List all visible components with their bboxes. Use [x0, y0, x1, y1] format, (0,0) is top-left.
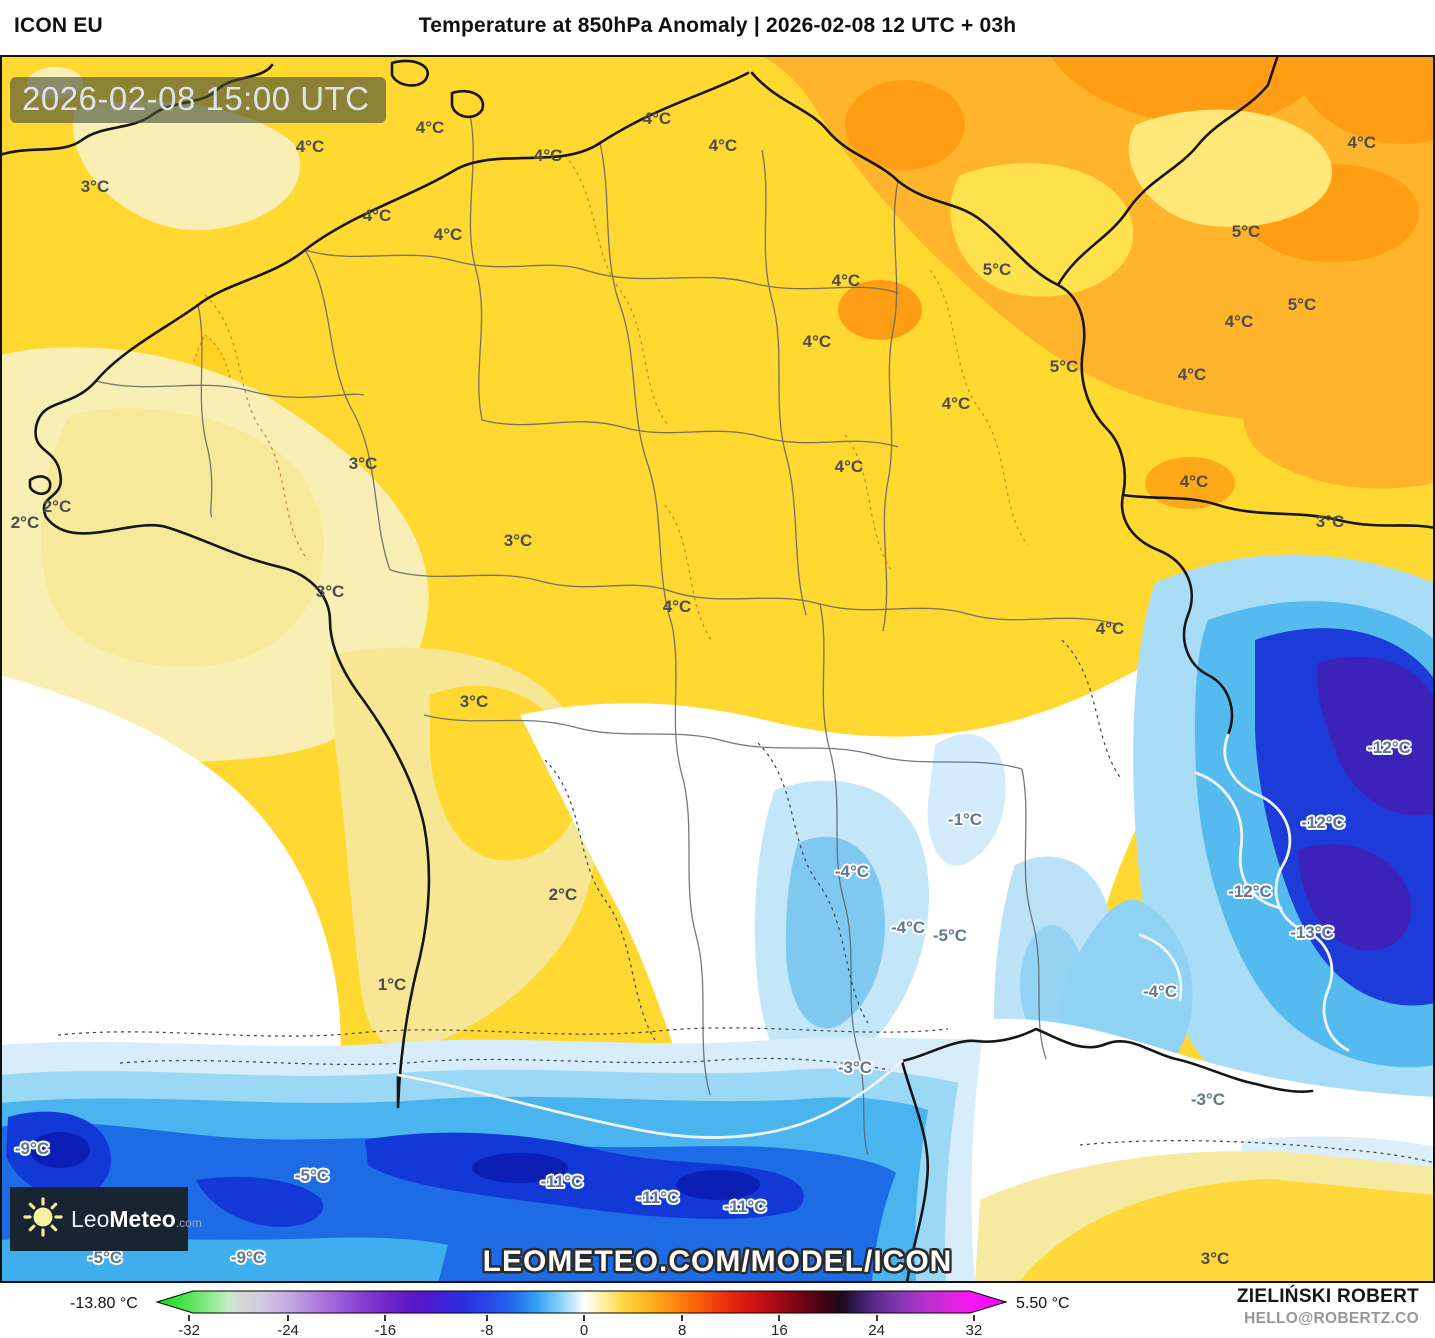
- map-artwork: [0, 55, 1435, 1283]
- temp-label: 4°C: [1095, 618, 1125, 638]
- colorbar-tick-label: 16: [771, 1322, 788, 1338]
- temp-label: 4°C: [433, 225, 463, 245]
- temp-label: 1°C: [377, 974, 407, 994]
- colorbar-tick: [972, 1315, 975, 1321]
- colorbar-tick-label: -8: [480, 1322, 494, 1338]
- temp-label: -11°C: [723, 1196, 767, 1216]
- colorbar-tick-label: 32: [965, 1322, 983, 1338]
- temp-label: -12°C: [1301, 812, 1345, 832]
- temp-label: -4°C: [890, 917, 926, 937]
- temp-label: -11°C: [636, 1188, 680, 1208]
- colorbar-tick-label: 0: [579, 1322, 589, 1338]
- temp-label: 3°C: [459, 692, 489, 712]
- page-title: Temperature at 850hPa Anomaly | 2026-02-…: [418, 14, 1017, 37]
- temp-label: -12°C: [1228, 882, 1272, 901]
- colorbar-tick: [583, 1315, 586, 1321]
- author-name: ZIELIŃSKI ROBERT: [1236, 1286, 1419, 1307]
- temp-label: -5°C: [932, 925, 968, 945]
- temp-label: 5°C: [1231, 221, 1261, 241]
- colorbar-tick-label: 8: [677, 1322, 687, 1338]
- colorbar-tick-label: -24: [277, 1322, 299, 1338]
- colorbar-tick: [778, 1315, 781, 1321]
- temp-label: 4°C: [831, 270, 861, 290]
- temp-label: -12°C: [1367, 737, 1411, 757]
- map-canvas: 4°C 4°C 4°C 3°C 4°C 4°C 4°C 4°C 4°C 5°C 5°C 4°C 5°C 4…: [0, 55, 1435, 1283]
- temp-label: 3°C: [315, 582, 345, 601]
- temp-label: 4°C: [362, 205, 392, 225]
- temp-label: -5°C: [87, 1248, 123, 1268]
- temp-label: 4°C: [834, 456, 864, 476]
- temp-label: 4°C: [708, 135, 738, 155]
- temp-label: 4°C: [1179, 471, 1209, 491]
- temp-label: 4°C: [941, 393, 971, 413]
- timestamp-overlay: 2026-02-08 15:00 UTC: [10, 77, 386, 123]
- temp-label: 4°C: [1224, 311, 1254, 331]
- temp-label: 4°C: [1347, 133, 1377, 153]
- colorbar-tick: [384, 1315, 387, 1321]
- colorbar-tick: [188, 1315, 191, 1321]
- header: ICON EU Temperature at 850hPa Anomaly | …: [0, 0, 1435, 55]
- temp-label: -3°C: [1190, 1090, 1226, 1110]
- colorbar-tick: [287, 1315, 290, 1321]
- temp-label: -13°C: [1290, 923, 1334, 943]
- colorbar-tick-label: 24: [868, 1322, 885, 1338]
- colorbar-tick: [485, 1315, 488, 1321]
- colorbar-tick: [681, 1315, 684, 1321]
- model-label: ICON EU: [14, 14, 103, 37]
- temp-label: 3°C: [1315, 512, 1345, 531]
- footer: -13.80 °C -32 -24 -16 -8 0 8 16 24 32 5.50 °C ZI…: [0, 1283, 1435, 1338]
- temp-label: 3°C: [348, 454, 378, 474]
- temp-label: -4°C: [834, 861, 870, 881]
- temp-label: 4°C: [642, 108, 672, 128]
- colorbar: -32 -24 -16 -8 0 8 16 24 32: [155, 1289, 1008, 1338]
- temp-label: 2°C: [42, 497, 72, 517]
- colorbar-gradient: [155, 1290, 1008, 1314]
- author-contact: HELLO@ROBERTZ.CO: [1244, 1310, 1419, 1327]
- leometeo-logo: LeoMeteo.com: [10, 1187, 202, 1251]
- temp-label: -11°C: [540, 1172, 584, 1192]
- temp-label: 5°C: [1287, 295, 1317, 315]
- colorbar-tick-label: -16: [374, 1322, 397, 1338]
- temp-label: 3°C: [503, 531, 533, 551]
- temp-label: 4°C: [662, 596, 692, 616]
- temp-label: -5°C: [294, 1166, 330, 1186]
- temp-label: -1°C: [947, 810, 983, 830]
- temp-label: 4°C: [533, 145, 563, 165]
- temp-label: 2°C: [10, 512, 40, 532]
- temp-label: 2°C: [548, 884, 578, 904]
- temp-label: 3°C: [80, 177, 110, 196]
- temp-label: 3°C: [1200, 1249, 1230, 1269]
- temp-label: -9°C: [14, 1139, 50, 1159]
- watermark: LEOMETEO.COM/MODEL/ICON: [482, 1245, 953, 1278]
- temperature-labels-layer: 4°C 4°C 4°C 3°C 4°C 4°C 4°C 4°C 4°C 5°C 5°C 4°C 5°C 4…: [0, 55, 1435, 1283]
- temp-label: 4°C: [1177, 365, 1207, 385]
- temp-label: 4°C: [802, 331, 832, 351]
- temp-label: -3°C: [837, 1057, 873, 1077]
- colorbar-min-label: -13.80 °C: [70, 1295, 138, 1312]
- colorbar-tick: [875, 1315, 878, 1321]
- colorbar-max-label: 5.50 °C: [1016, 1295, 1070, 1312]
- temp-label: 5°C: [982, 260, 1012, 280]
- temp-label: 4°C: [295, 136, 325, 156]
- temp-label: 5°C: [1049, 357, 1079, 377]
- colorbar-tick-label: -32: [178, 1322, 200, 1338]
- temp-label: -9°C: [230, 1248, 266, 1268]
- sun-icon: [22, 1196, 64, 1243]
- temp-label: 4°C: [415, 117, 445, 137]
- temp-label: -4°C: [1142, 981, 1178, 1001]
- logo-text: LeoMeteo.com: [71, 1205, 202, 1232]
